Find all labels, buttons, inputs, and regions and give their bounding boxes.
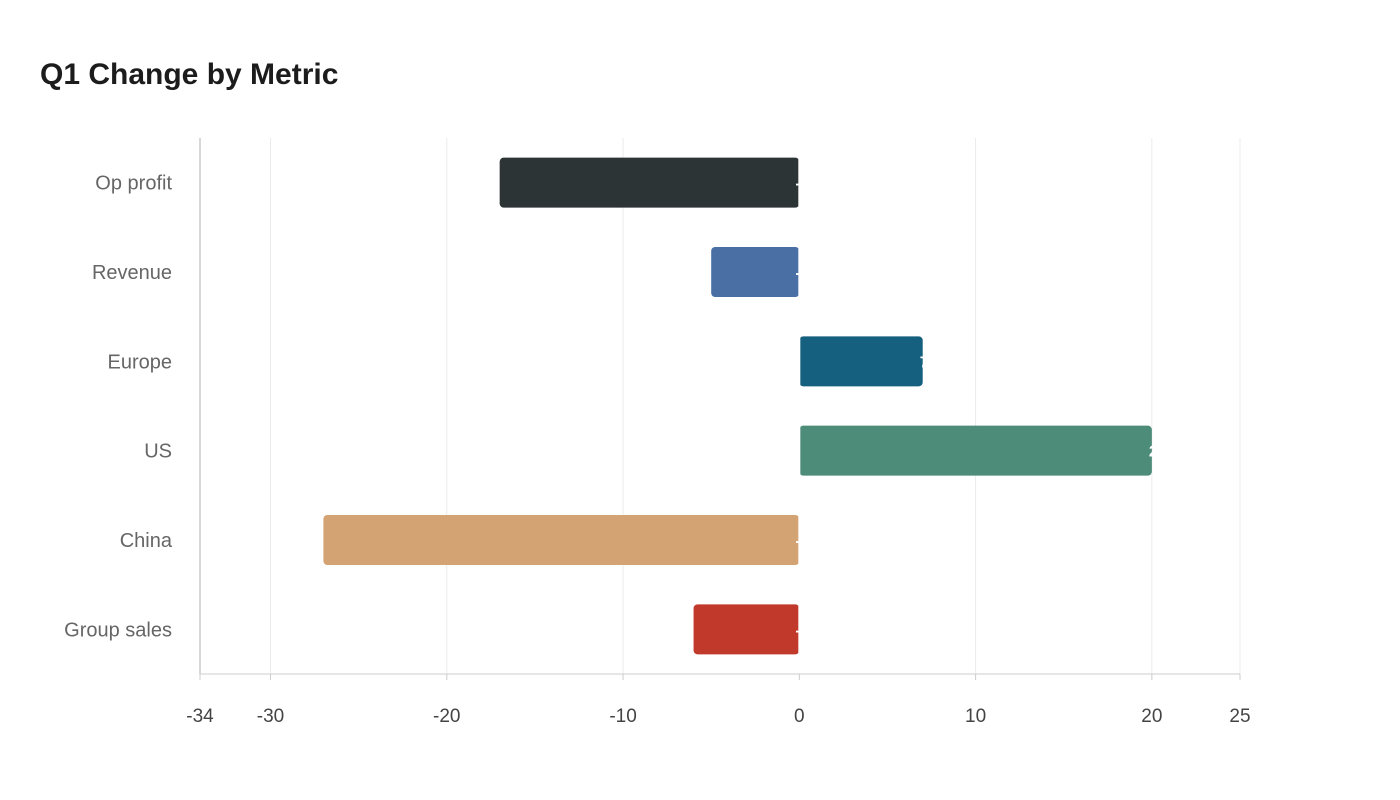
bar-value-label: -6 (795, 622, 809, 639)
bar-value-label: -27 (795, 533, 818, 550)
bar (499, 157, 800, 208)
bar (323, 514, 800, 566)
bar-value-label: -5 (795, 265, 809, 282)
bar-value-label: 20 (1149, 444, 1167, 461)
axes: Op profit Revenue Europe US China Group sales… (64, 138, 1251, 727)
category-label: Revenue (92, 262, 172, 284)
x-tick-label: 10 (965, 706, 986, 727)
x-tick-label: -20 (433, 706, 460, 727)
bar-value-label: -17 (795, 176, 818, 193)
x-tick-label: 0 (794, 706, 805, 727)
x-tick-label: -34 (186, 706, 214, 727)
category-label: China (120, 530, 173, 552)
chart-title: Q1 Change by Metric (40, 58, 339, 91)
x-tick-label: -30 (257, 706, 284, 727)
x-tick-label: 20 (1141, 706, 1162, 727)
bar (799, 425, 1152, 476)
bar (711, 246, 800, 298)
grid-lines (270, 138, 1241, 674)
category-label: Europe (108, 351, 173, 373)
bar (693, 604, 800, 655)
bar-value-label: 7 (920, 354, 929, 371)
x-tick-label: -10 (609, 706, 636, 727)
bar (799, 336, 923, 387)
x-tick-label: 25 (1229, 706, 1250, 727)
bars: -17 -5 7 20 -27 -6 (323, 138, 1167, 674)
category-label: Op profit (95, 173, 172, 195)
category-label: US (144, 441, 172, 463)
category-label: Group sales (64, 619, 172, 641)
